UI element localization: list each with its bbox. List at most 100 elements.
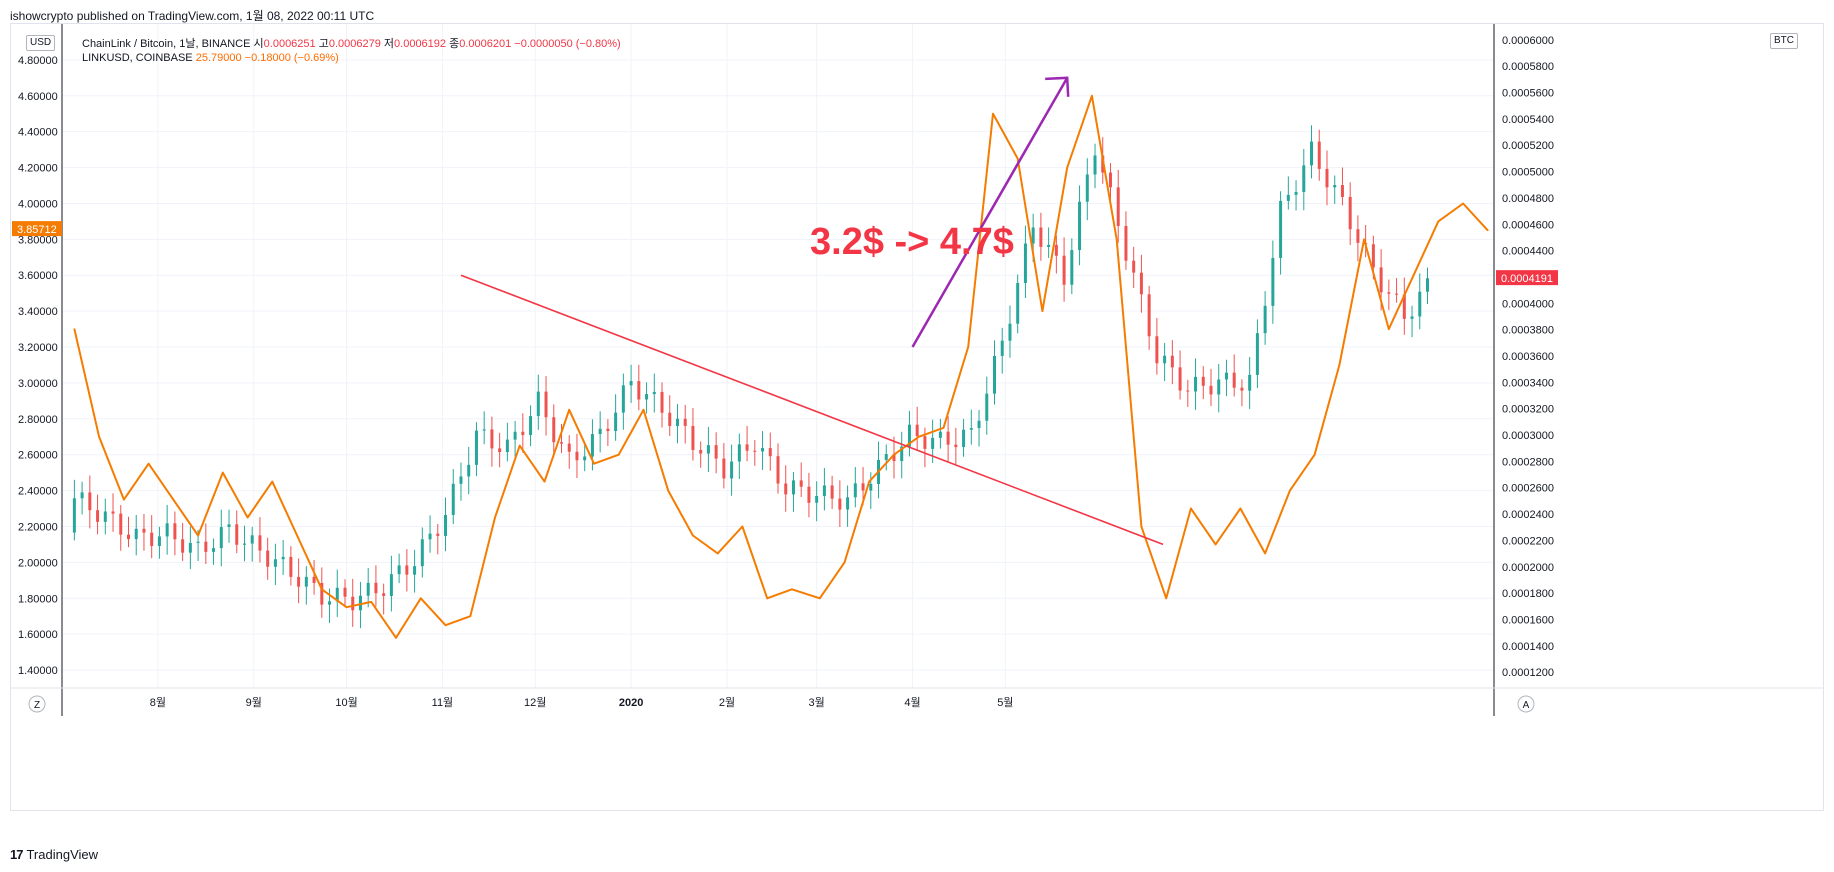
left-tick-label: 2.00000 bbox=[18, 557, 58, 569]
candle-body bbox=[544, 391, 548, 418]
candle-body bbox=[1232, 372, 1236, 388]
linkusd-point bbox=[716, 552, 719, 555]
candle-body bbox=[219, 527, 223, 549]
auto-scale-right-button[interactable] bbox=[1517, 695, 1535, 713]
right-tick-label: 0.0001200 bbox=[1502, 667, 1554, 679]
candle-body bbox=[1201, 376, 1205, 386]
candle-body bbox=[1132, 260, 1136, 273]
candle-body bbox=[366, 582, 370, 596]
legend-link-change: −0.18000 (−0.69%) bbox=[244, 52, 339, 64]
right-tick-label: 0.0005200 bbox=[1502, 140, 1554, 152]
legend-high-value: 0.0006279 bbox=[328, 38, 381, 50]
candle-body bbox=[111, 511, 115, 514]
linkusd-point bbox=[1115, 238, 1118, 241]
legend-change: −0.0000050 (−0.80%) bbox=[514, 38, 621, 50]
candle-body bbox=[799, 480, 803, 487]
candle-body bbox=[312, 576, 316, 584]
candle-body bbox=[761, 448, 765, 452]
linkusd-point bbox=[593, 462, 595, 465]
right-tick-label: 0.0001800 bbox=[1502, 588, 1554, 600]
right-tick-label: 0.0003800 bbox=[1502, 325, 1554, 337]
x-tick-label: 4월 bbox=[904, 696, 920, 709]
candle-body bbox=[1062, 255, 1066, 285]
candle-body bbox=[150, 532, 154, 546]
candle-body bbox=[389, 574, 393, 597]
candle-body bbox=[683, 418, 687, 426]
right-tick-label: 0.0004600 bbox=[1502, 219, 1554, 231]
candle-body bbox=[598, 428, 602, 435]
left-currency-badge[interactable]: USD bbox=[26, 35, 56, 51]
candle-body bbox=[1031, 227, 1035, 244]
candle-body bbox=[181, 539, 185, 553]
legend-close-value: 0.0006201 bbox=[459, 38, 512, 50]
candle-body bbox=[444, 514, 448, 536]
candle-body bbox=[1294, 191, 1298, 195]
candle-body bbox=[289, 556, 293, 577]
candle-body bbox=[977, 420, 981, 429]
candle-body bbox=[1047, 244, 1051, 247]
candle-body bbox=[900, 446, 904, 462]
footer-brand[interactable]: TradingView bbox=[26, 847, 99, 862]
linkusd-point bbox=[1313, 453, 1316, 456]
legend-pair-row: ChainLink / Bitcoin, 1날, BINANCE 시0.0006… bbox=[82, 35, 621, 51]
candle-body bbox=[768, 448, 772, 457]
candle-body bbox=[1310, 141, 1314, 166]
candle-body bbox=[328, 601, 332, 605]
candle-body bbox=[1070, 250, 1074, 285]
candle-body bbox=[1085, 174, 1089, 202]
candle-body bbox=[88, 492, 92, 511]
legend-high-label: 고 bbox=[318, 38, 329, 50]
left-tick-label: 3.00000 bbox=[18, 378, 58, 390]
linkusd-point bbox=[1214, 543, 1217, 546]
linkusd-point bbox=[1165, 597, 1167, 600]
candle-body bbox=[907, 424, 911, 447]
left-current-price-tag bbox=[12, 221, 62, 237]
candle-body bbox=[343, 587, 347, 597]
linkusd-point bbox=[271, 480, 274, 483]
candle-body bbox=[281, 556, 285, 560]
linkusd-point bbox=[518, 444, 521, 447]
auto-scale-left-button[interactable] bbox=[28, 695, 46, 713]
candle-body bbox=[1186, 390, 1190, 392]
candle-body bbox=[1240, 387, 1244, 391]
linkusd-point bbox=[642, 409, 645, 411]
candle-body bbox=[714, 445, 718, 459]
linkusd-point bbox=[1363, 238, 1365, 241]
candle-body bbox=[552, 417, 556, 443]
right-tick-label: 0.0004800 bbox=[1502, 193, 1554, 205]
candle-body bbox=[962, 429, 966, 448]
auto-scale-right-label[interactable]: A bbox=[1523, 700, 1530, 711]
legend-pair-label: ChainLink / Bitcoin, 1날, BINANCE bbox=[82, 38, 251, 50]
right-currency-badge[interactable]: BTC bbox=[1770, 33, 1798, 49]
linkusd-point bbox=[942, 426, 945, 429]
trendline[interactable] bbox=[460, 274, 1164, 546]
candle-body bbox=[838, 498, 842, 510]
right-tick-label: 0.0001400 bbox=[1502, 641, 1554, 653]
candle-body bbox=[536, 391, 540, 417]
linkusd-point bbox=[1239, 507, 1242, 510]
candle-body bbox=[815, 496, 819, 503]
candle-body bbox=[1402, 294, 1406, 319]
right-tick-label: 0.0006000 bbox=[1502, 35, 1554, 47]
linkusd-series-line bbox=[73, 94, 1489, 639]
left-tick-label: 2.60000 bbox=[18, 450, 58, 462]
candle-body bbox=[72, 498, 76, 533]
candle-body bbox=[853, 483, 857, 498]
legend-link-label: LINKUSD, COINBASE bbox=[82, 52, 193, 64]
candle-body bbox=[304, 576, 308, 587]
right-tick-label: 0.0003400 bbox=[1502, 377, 1554, 389]
candle-body bbox=[1279, 200, 1283, 258]
linkusd-point bbox=[197, 534, 199, 537]
candle-body bbox=[931, 437, 935, 449]
x-tick-label: 5월 bbox=[997, 696, 1013, 709]
candle-body bbox=[273, 559, 277, 567]
auto-scale-left-label[interactable]: Z bbox=[34, 700, 40, 711]
linkusd-point bbox=[568, 409, 571, 411]
linkusd-point bbox=[419, 597, 422, 600]
breakout-arrow[interactable] bbox=[911, 77, 1069, 348]
x-tick-label: 3월 bbox=[809, 696, 825, 709]
candle-body bbox=[513, 431, 517, 440]
candle-body bbox=[382, 593, 386, 597]
candle-body bbox=[1325, 168, 1329, 188]
